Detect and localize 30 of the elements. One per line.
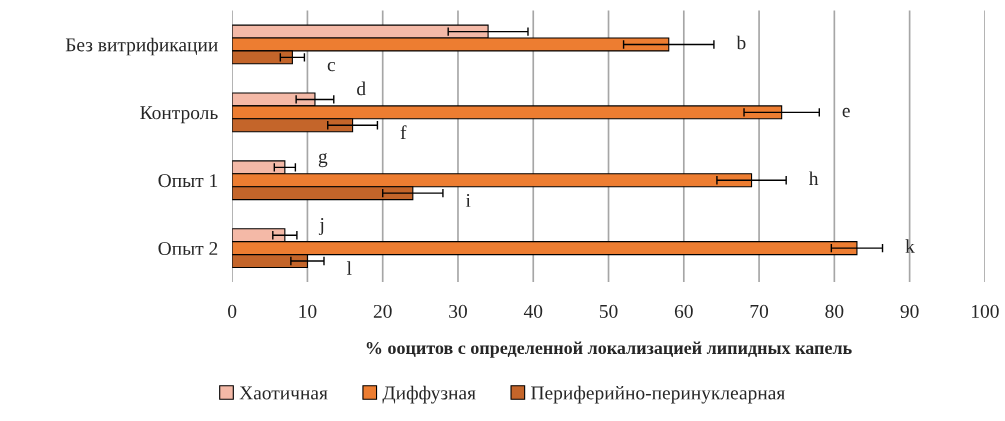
x-tick-label: 70	[750, 304, 769, 318]
annotation: l	[346, 261, 352, 275]
y-tick-label: Без витрификации	[65, 37, 218, 56]
y-tick-label: Контроль	[140, 106, 218, 124]
legend-label: Диффузная	[382, 385, 476, 404]
x-tick-label: 60	[674, 304, 693, 318]
x-axis-title: % ооцитов с определенной локализацией липидных капель	[366, 341, 852, 358]
x-tick-label: 90	[900, 304, 919, 318]
y-tick-label: Опыт 2	[158, 242, 218, 256]
annotation: c	[327, 61, 336, 72]
annotation: f	[400, 125, 407, 139]
legend-label: Периферийно-перинуклеарная	[531, 385, 785, 404]
annotation: i	[465, 193, 471, 207]
x-tick-label: 40	[523, 304, 543, 318]
x-tick-label: 10	[299, 304, 317, 318]
annotation: k	[905, 239, 915, 253]
x-tick-label: 0	[228, 304, 237, 318]
annotation: h	[808, 171, 819, 185]
annotation: g	[318, 152, 328, 168]
legend-label: Хаотичная	[239, 386, 328, 400]
x-tick-label: 50	[599, 304, 618, 318]
x-tick-label: 20	[373, 304, 392, 318]
annotation: e	[842, 107, 850, 118]
x-tick-label: 30	[449, 304, 467, 318]
annotation: b	[736, 35, 746, 50]
x-tick-label: 80	[825, 304, 844, 318]
x-tick-label: 100	[972, 304, 999, 318]
y-tick-label: Опыт 1	[158, 174, 218, 188]
annotation: j	[318, 218, 324, 236]
annotation: d	[357, 81, 366, 96]
